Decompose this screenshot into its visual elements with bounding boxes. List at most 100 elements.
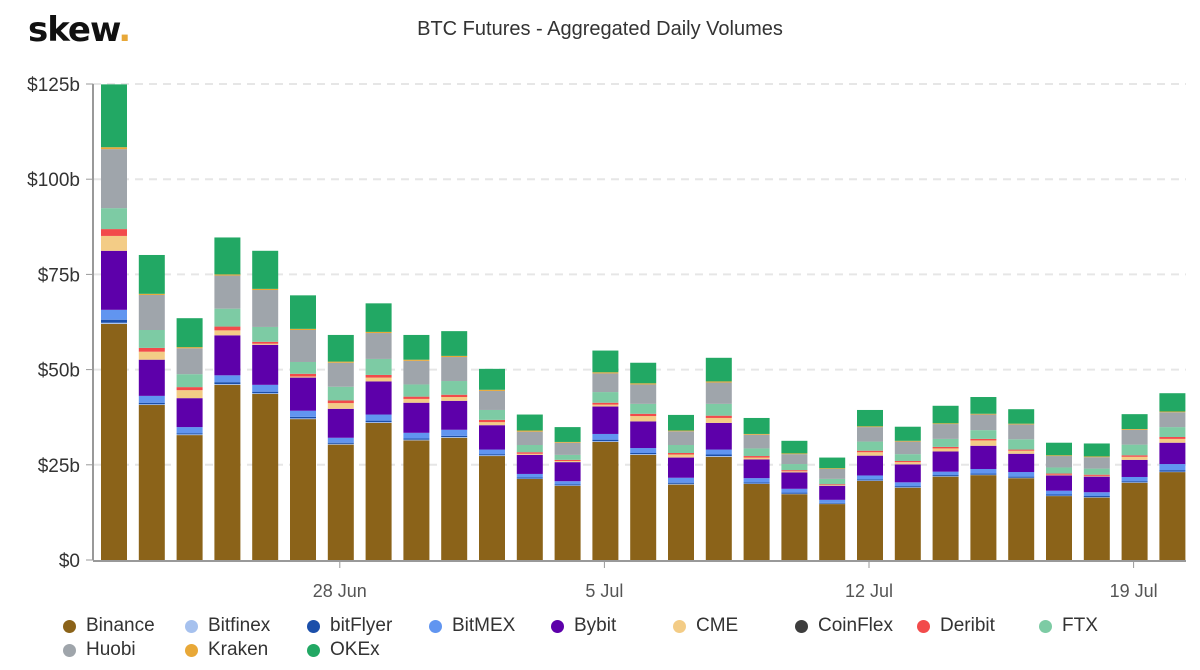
bar-segment-bitmex[interactable]	[403, 432, 430, 439]
bar-segment-bybit[interactable]	[252, 344, 279, 385]
bar-segment-cme[interactable]	[705, 417, 732, 423]
bar-stack[interactable]	[403, 334, 430, 560]
bar-segment-huobi[interactable]	[1121, 429, 1148, 445]
bar-segment-binance[interactable]	[630, 454, 657, 560]
bar-segment-bitflyer[interactable]	[970, 473, 997, 475]
bar-segment-deribit[interactable]	[743, 456, 770, 458]
bar-segment-binance[interactable]	[554, 485, 581, 560]
bar-segment-kraken[interactable]	[592, 372, 619, 374]
bar-segment-bitmex[interactable]	[441, 429, 468, 436]
bar-segment-kraken[interactable]	[214, 274, 241, 276]
legend-item-ftx[interactable]: FTX	[1031, 614, 1153, 638]
bar-segment-binance[interactable]	[365, 422, 392, 560]
bar-segment-deribit[interactable]	[516, 452, 543, 454]
bar-segment-binance[interactable]	[176, 435, 203, 560]
bar-segment-huobi[interactable]	[630, 384, 657, 404]
bar-segment-huobi[interactable]	[176, 348, 203, 375]
bar-segment-deribit[interactable]	[1046, 473, 1072, 475]
bar-segment-bitmex[interactable]	[138, 395, 165, 403]
bar-segment-ftx[interactable]	[705, 403, 732, 416]
bar-segment-kraken[interactable]	[1121, 429, 1148, 430]
bar-segment-deribit[interactable]	[819, 484, 846, 485]
bar-segment-cme[interactable]	[252, 343, 279, 345]
bar-segment-bitfinex[interactable]	[857, 480, 883, 481]
bar-segment-okex[interactable]	[743, 417, 770, 434]
bar-stack[interactable]	[743, 417, 770, 560]
bar-stack[interactable]	[101, 84, 127, 560]
bar-segment-ftx[interactable]	[970, 430, 997, 439]
bar-segment-bitmex[interactable]	[290, 410, 316, 417]
bar-segment-binance[interactable]	[705, 456, 732, 560]
bar-segment-bybit[interactable]	[781, 472, 808, 489]
bar-segment-kraken[interactable]	[138, 293, 165, 295]
legend-item-huobi[interactable]: Huobi	[55, 638, 177, 662]
bar-segment-binance[interactable]	[516, 478, 543, 560]
bar-segment-bitflyer[interactable]	[705, 454, 732, 457]
bar-segment-deribit[interactable]	[705, 415, 732, 418]
bar-segment-ftx[interactable]	[554, 454, 581, 460]
bar-segment-okex[interactable]	[214, 237, 241, 275]
bar-segment-huobi[interactable]	[365, 333, 392, 359]
bar-segment-binance[interactable]	[441, 437, 468, 560]
bar-segment-huobi[interactable]	[743, 434, 770, 449]
bar-segment-bitfinex[interactable]	[970, 474, 997, 476]
bar-segment-deribit[interactable]	[252, 341, 279, 344]
bar-segment-cme[interactable]	[743, 457, 770, 460]
bar-segment-ftx[interactable]	[1046, 467, 1072, 474]
bar-segment-binance[interactable]	[403, 440, 430, 560]
bar-segment-bitfinex[interactable]	[781, 493, 808, 495]
bar-segment-bitfinex[interactable]	[630, 454, 657, 455]
bar-segment-bitfinex[interactable]	[592, 441, 619, 442]
legend-item-bitflyer[interactable]: bitFlyer	[299, 614, 421, 638]
bar-segment-okex[interactable]	[327, 334, 354, 362]
bar-segment-kraken[interactable]	[516, 430, 543, 432]
bar-segment-kraken[interactable]	[743, 433, 770, 435]
bar-segment-okex[interactable]	[365, 303, 392, 332]
bar-segment-kraken[interactable]	[894, 440, 921, 442]
bar-segment-kraken[interactable]	[252, 288, 279, 291]
bar-stack[interactable]	[819, 457, 846, 560]
bar-segment-kraken[interactable]	[932, 423, 959, 425]
bar-segment-bitflyer[interactable]	[176, 433, 203, 435]
bar-segment-okex[interactable]	[554, 427, 581, 442]
bar-segment-cme[interactable]	[781, 471, 808, 473]
bar-segment-bitfinex[interactable]	[403, 439, 430, 441]
bar-segment-kraken[interactable]	[857, 426, 883, 428]
bar-segment-binance[interactable]	[894, 487, 921, 560]
bar-segment-okex[interactable]	[592, 350, 619, 373]
bar-segment-huobi[interactable]	[327, 362, 354, 387]
bar-segment-deribit[interactable]	[970, 438, 997, 441]
bar-segment-binance[interactable]	[1046, 496, 1072, 560]
bar-segment-huobi[interactable]	[1008, 424, 1035, 440]
bar-segment-bitmex[interactable]	[743, 478, 770, 483]
bar-segment-bitfinex[interactable]	[479, 455, 505, 457]
bar-segment-kraken[interactable]	[781, 453, 808, 455]
bar-stack[interactable]	[365, 303, 392, 560]
bar-segment-bybit[interactable]	[214, 335, 241, 376]
bar-segment-okex[interactable]	[1159, 393, 1186, 412]
legend-item-cme[interactable]: CME	[665, 614, 787, 638]
bar-segment-bitfinex[interactable]	[1083, 497, 1110, 498]
bar-segment-binance[interactable]	[1083, 497, 1110, 560]
bar-segment-bybit[interactable]	[1121, 459, 1148, 477]
bar-segment-bitmex[interactable]	[1159, 464, 1186, 471]
bar-segment-cme[interactable]	[214, 330, 241, 336]
bar-segment-bybit[interactable]	[327, 408, 354, 438]
bar-segment-ftx[interactable]	[592, 392, 619, 403]
bar-segment-cme[interactable]	[668, 454, 694, 458]
bar-segment-ftx[interactable]	[1083, 468, 1110, 475]
bar-segment-cme[interactable]	[176, 390, 203, 399]
bar-segment-bitmex[interactable]	[327, 437, 354, 443]
bar-segment-bybit[interactable]	[857, 455, 883, 476]
bar-segment-okex[interactable]	[403, 334, 430, 360]
bar-segment-okex[interactable]	[630, 362, 657, 384]
bar-segment-bitfinex[interactable]	[668, 483, 694, 485]
bar-segment-bitfinex[interactable]	[252, 393, 279, 394]
bar-segment-bitflyer[interactable]	[327, 442, 354, 444]
bar-segment-binance[interactable]	[932, 476, 959, 560]
bar-segment-huobi[interactable]	[403, 360, 430, 385]
legend-item-binance[interactable]: Binance	[55, 614, 177, 638]
bar-segment-ftx[interactable]	[1159, 427, 1186, 438]
bar-segment-bybit[interactable]	[441, 400, 468, 430]
bar-segment-huobi[interactable]	[290, 329, 316, 362]
